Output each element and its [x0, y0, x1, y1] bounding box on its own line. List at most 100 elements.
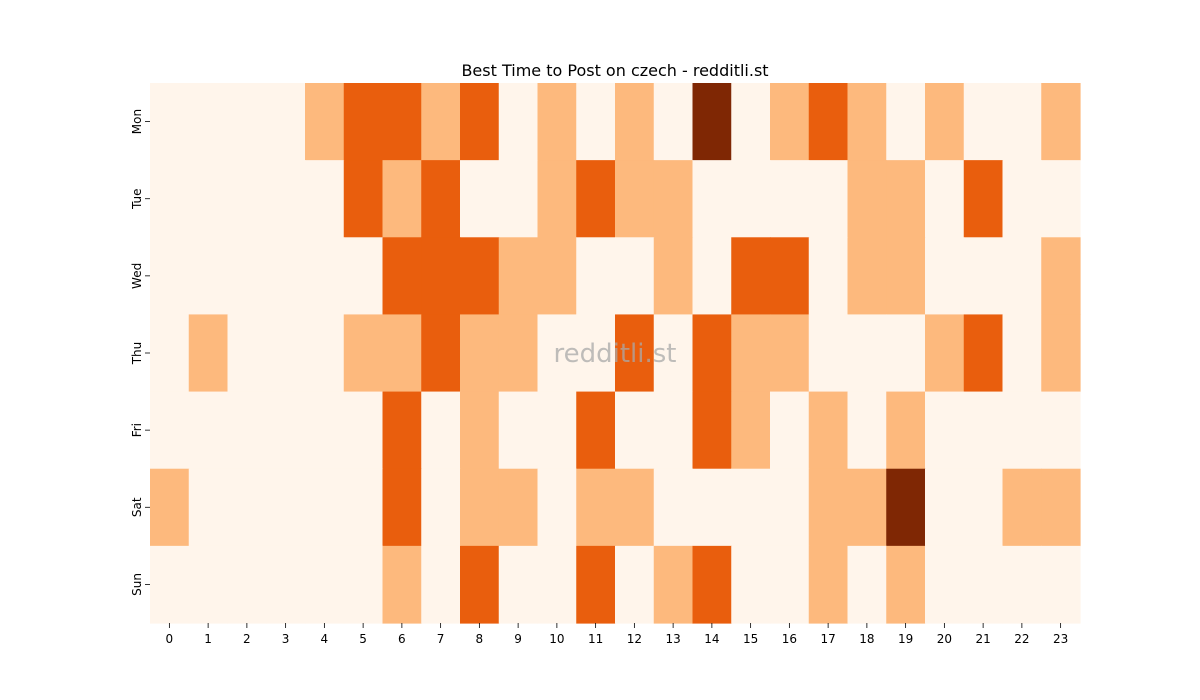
heatmap-cell-sun-13	[653, 545, 694, 624]
heatmap-cell-sat-12	[615, 468, 655, 547]
heatmap-cell-sat-16	[770, 468, 810, 547]
heatmap-cell-sat-4	[305, 468, 345, 547]
heatmap-cell-thu-20	[925, 314, 965, 393]
x-tick-label: 23	[1053, 632, 1068, 646]
heatmap-cell-fri-11	[576, 391, 616, 470]
heatmap-cell-sun-19	[886, 545, 926, 624]
heatmap-cell-mon-18	[847, 83, 887, 161]
heatmap-cell-wed-23	[1041, 237, 1081, 316]
heatmap-cell-fri-18	[847, 391, 887, 470]
heatmap-cell-sat-7	[421, 468, 461, 547]
heatmap-cell-wed-10	[537, 237, 577, 316]
heatmap-cell-wed-4	[305, 237, 345, 316]
heatmap-cell-mon-13	[653, 83, 694, 161]
heatmap-cell-wed-9	[498, 237, 539, 316]
heatmap-cell-thu-0	[150, 314, 190, 393]
heatmap-cell-wed-7	[421, 237, 461, 316]
heatmap-cell-tue-14	[692, 160, 732, 238]
heatmap-cells	[150, 83, 1081, 624]
heatmap-cell-mon-15	[731, 83, 771, 161]
heatmap-cell-fri-15	[731, 391, 771, 470]
heatmap-cell-sat-18	[847, 468, 887, 547]
heatmap-cell-sun-7	[421, 545, 461, 624]
heatmap-cell-wed-2	[227, 237, 267, 316]
heatmap-cell-thu-7	[421, 314, 461, 393]
heatmap-cell-tue-5	[343, 160, 384, 238]
heatmap-cell-sat-21	[963, 468, 1004, 547]
heatmap-cell-tue-22	[1002, 160, 1042, 238]
heatmap-cell-thu-8	[460, 314, 500, 393]
heatmap-cell-sat-2	[227, 468, 267, 547]
heatmap-cell-thu-23	[1041, 314, 1081, 393]
heatmap-cell-sat-0	[150, 468, 190, 547]
heatmap-cell-wed-16	[770, 237, 810, 316]
y-tick-label: Tue	[130, 188, 144, 210]
heatmap-cell-sat-17	[808, 468, 849, 547]
heatmap-cell-sat-15	[731, 468, 771, 547]
heatmap-cell-mon-7	[421, 83, 461, 161]
x-tick-label: 16	[782, 632, 797, 646]
heatmap-cell-thu-13	[653, 314, 694, 393]
heatmap-cell-thu-11	[576, 314, 616, 393]
heatmap-cell-sun-3	[266, 545, 306, 624]
heatmap-cell-wed-15	[731, 237, 771, 316]
heatmap-cell-mon-9	[498, 83, 539, 161]
x-tick-label: 13	[665, 632, 680, 646]
heatmap-cell-thu-15	[731, 314, 771, 393]
heatmap-cell-sat-23	[1041, 468, 1081, 547]
heatmap-cell-sun-2	[227, 545, 267, 624]
heatmap-cell-sun-21	[963, 545, 1004, 624]
heatmap-cell-sat-9	[498, 468, 539, 547]
heatmap-cell-mon-21	[963, 83, 1004, 161]
heatmap-cell-sun-5	[343, 545, 384, 624]
heatmap-cell-sat-20	[925, 468, 965, 547]
x-tick-label: 10	[549, 632, 564, 646]
heatmap-cell-wed-6	[382, 237, 422, 316]
heatmap-cell-fri-7	[421, 391, 461, 470]
heatmap-cell-mon-22	[1002, 83, 1042, 161]
heatmap-cell-mon-11	[576, 83, 616, 161]
heatmap-cell-fri-23	[1041, 391, 1081, 470]
heatmap-cell-wed-12	[615, 237, 655, 316]
heatmap-cell-wed-19	[886, 237, 926, 316]
heatmap-cell-tue-23	[1041, 160, 1081, 238]
heatmap-cell-thu-3	[266, 314, 306, 393]
heatmap-cell-tue-1	[188, 160, 229, 238]
x-tick-label: 8	[476, 632, 484, 646]
heatmap-cell-tue-16	[770, 160, 810, 238]
heatmap-cell-sat-3	[266, 468, 306, 547]
heatmap-cell-fri-10	[537, 391, 577, 470]
heatmap-cell-fri-16	[770, 391, 810, 470]
heatmap-cell-tue-11	[576, 160, 616, 238]
heatmap-cell-thu-17	[808, 314, 849, 393]
heatmap-cell-wed-18	[847, 237, 887, 316]
heatmap-cell-fri-12	[615, 391, 655, 470]
x-tick-label: 0	[166, 632, 174, 646]
heatmap-cell-wed-20	[925, 237, 965, 316]
heatmap-cell-fri-6	[382, 391, 422, 470]
heatmap-cell-wed-1	[188, 237, 229, 316]
heatmap-cell-thu-12	[615, 314, 655, 393]
heatmap-cell-fri-14	[692, 391, 732, 470]
heatmap-cell-fri-8	[460, 391, 500, 470]
heatmap-cell-sun-11	[576, 545, 616, 624]
heatmap-cell-fri-2	[227, 391, 267, 470]
heatmap-cell-thu-10	[537, 314, 577, 393]
heatmap-cell-wed-17	[808, 237, 849, 316]
x-tick-label: 4	[321, 632, 329, 646]
x-tick-label: 14	[704, 632, 719, 646]
heatmap-cell-mon-4	[305, 83, 345, 161]
x-tick-label: 9	[514, 632, 522, 646]
heatmap-cell-mon-1	[188, 83, 229, 161]
heatmap-cell-tue-7	[421, 160, 461, 238]
heatmap-cell-wed-22	[1002, 237, 1042, 316]
heatmap-cell-thu-22	[1002, 314, 1042, 393]
x-tick-label: 7	[437, 632, 445, 646]
x-tick-label: 2	[243, 632, 251, 646]
y-tick-label: Mon	[130, 109, 144, 134]
heatmap-cell-sun-18	[847, 545, 887, 624]
heatmap-cell-sun-17	[808, 545, 849, 624]
heatmap-cell-fri-17	[808, 391, 849, 470]
heatmap-cell-sun-4	[305, 545, 345, 624]
